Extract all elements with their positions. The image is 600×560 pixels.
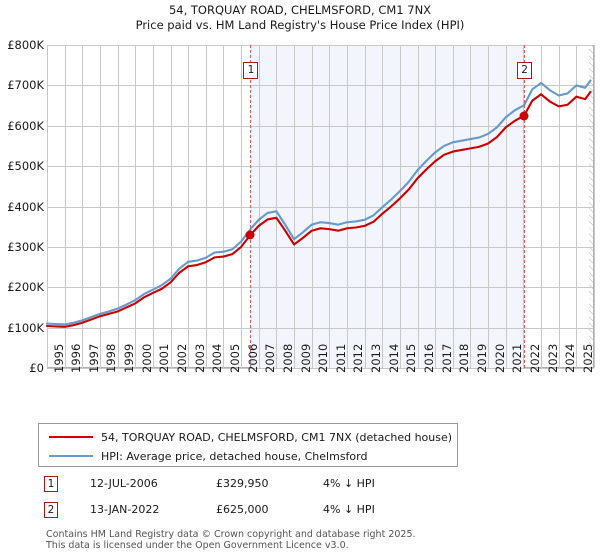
x-axis-tick-label: 1998: [104, 343, 119, 373]
hpi-average-line: [45, 79, 592, 326]
x-axis-tick-label: 1995: [51, 343, 66, 373]
x-axis-tick-label: 2017: [439, 343, 454, 373]
x-axis-tick-label: 2022: [527, 343, 542, 373]
legend-item-1: 54, TORQUAY ROAD, CHELMSFORD, CM1 7NX (d…: [39, 427, 452, 447]
x-axis-tick-label: 2010: [316, 343, 331, 373]
gridline-vertical: [594, 45, 595, 368]
x-axis-tick-label: 2024: [563, 343, 578, 373]
page-title: 54, TORQUAY ROAD, CHELMSFORD, CM1 7NX: [168, 3, 432, 17]
y-axis-tick-label: £500K: [7, 159, 44, 174]
x-axis-tick-label: 2019: [474, 343, 489, 373]
transaction-price: £329,950: [216, 477, 269, 490]
gridline-horizontal: [47, 246, 594, 248]
x-axis-tick-label: 2009: [298, 343, 313, 373]
y-axis-tick-label: £100K: [7, 320, 44, 335]
x-axis-tick-label: 2005: [227, 343, 242, 373]
x-axis-tick-label: 1999: [122, 343, 137, 373]
event-marker-badge-1[interactable]: 1: [243, 62, 259, 79]
x-axis-tick-label: 1996: [69, 343, 84, 373]
transactions-table: 1 12-JUL-2006 £329,950 4% ↓ HPI 2 13-JAN-2022…: [38, 474, 468, 526]
x-axis-tick-label: 2018: [457, 343, 472, 373]
page-subtitle: Price paid vs. HM Land Registry's House …: [135, 18, 465, 32]
legend-color-swatch: [49, 455, 93, 457]
gridline-horizontal: [47, 287, 594, 289]
legend-label: 54, TORQUAY ROAD, CHELMSFORD, CM1 7NX (d…: [101, 430, 453, 444]
x-axis-tick-label: 2003: [192, 343, 207, 373]
chart-legend: 54, TORQUAY ROAD, CHELMSFORD, CM1 7NX (d…: [38, 423, 458, 467]
x-axis-tick-label: 2020: [492, 343, 507, 373]
price-paid-line: [45, 90, 592, 328]
transaction-price: £625,000: [216, 503, 269, 516]
x-axis-tick-label: 2007: [263, 343, 278, 373]
x-axis-tick-label: 2004: [210, 343, 225, 373]
y-axis-tick-label: £800K: [7, 38, 44, 52]
footer-line-2: This data is licensed under the Open Gov…: [46, 540, 349, 551]
gridline-horizontal: [47, 85, 594, 87]
series-lines: [45, 79, 592, 328]
x-axis-tick-label: 2011: [333, 343, 348, 373]
transaction-hpi-delta: 4% ↓ HPI: [323, 503, 375, 516]
plot-border-top: [47, 45, 594, 46]
x-axis-tick-label: 2006: [245, 343, 260, 373]
y-axis-tick-label: £0: [29, 361, 44, 375]
x-axis-tick-label: 2014: [386, 343, 401, 373]
transaction-date: 13-JAN-2022: [90, 503, 160, 516]
x-axis-tick-label: 2015: [404, 343, 419, 373]
y-axis-tick-label: £200K: [7, 280, 44, 295]
x-axis-tick-label: 2013: [369, 343, 384, 373]
event-marker-line-2: [524, 45, 526, 368]
legend-color-swatch: [49, 436, 93, 438]
plot-border-right: [593, 45, 594, 368]
x-axis-tick-label: 2008: [280, 343, 295, 373]
transaction-badge: 1: [44, 476, 58, 492]
gridline-horizontal: [47, 166, 594, 168]
x-axis-tick-label: 2021: [510, 343, 525, 373]
gridline-horizontal: [47, 206, 594, 208]
x-axis-tick-label: 2023: [545, 343, 560, 373]
footer-attribution: Contains HM Land Registry data © Crown c…: [46, 529, 591, 551]
table-row[interactable]: 1 12-JUL-2006 £329,950 4% ↓ HPI: [38, 474, 468, 500]
y-axis-tick-label: £600K: [7, 118, 44, 133]
legend-item-2: HPI: Average price, detached house, Chel…: [39, 446, 367, 466]
transaction-badge: 2: [44, 502, 58, 518]
y-axis-tick-label: £700K: [7, 78, 44, 93]
x-axis-tick-label: 2012: [351, 343, 366, 373]
table-row[interactable]: 2 13-JAN-2022 £625,000 4% ↓ HPI: [38, 500, 468, 526]
y-axis-tick-label: £400K: [7, 199, 44, 214]
x-axis-tick-label: 2002: [175, 343, 190, 373]
transaction-hpi-delta: 4% ↓ HPI: [323, 477, 375, 490]
y-axis-tick-label: £300K: [7, 239, 44, 254]
transaction-date: 12-JUL-2006: [90, 477, 158, 490]
gridline-horizontal: [47, 125, 594, 127]
gridline-horizontal: [47, 327, 594, 329]
transaction-point-2[interactable]: [519, 111, 529, 121]
x-axis-tick-label: 2025: [580, 343, 595, 373]
x-axis-tick-label: 2016: [422, 343, 437, 373]
x-axis-tick-label: 2001: [157, 343, 172, 373]
footer-line-1: Contains HM Land Registry data © Crown c…: [46, 529, 416, 540]
event-marker-line-1: [250, 45, 252, 368]
legend-label: HPI: Average price, detached house, Chel…: [101, 449, 368, 463]
x-axis-tick-label: 2000: [139, 343, 154, 373]
event-marker-badge-2[interactable]: 2: [517, 62, 533, 79]
x-axis-tick-label: 1997: [86, 343, 101, 373]
title-block: 54, TORQUAY ROAD, CHELMSFORD, CM1 7NX Pr…: [0, 3, 600, 33]
gridline-horizontal: [47, 368, 594, 369]
transaction-point-1[interactable]: [245, 230, 255, 240]
